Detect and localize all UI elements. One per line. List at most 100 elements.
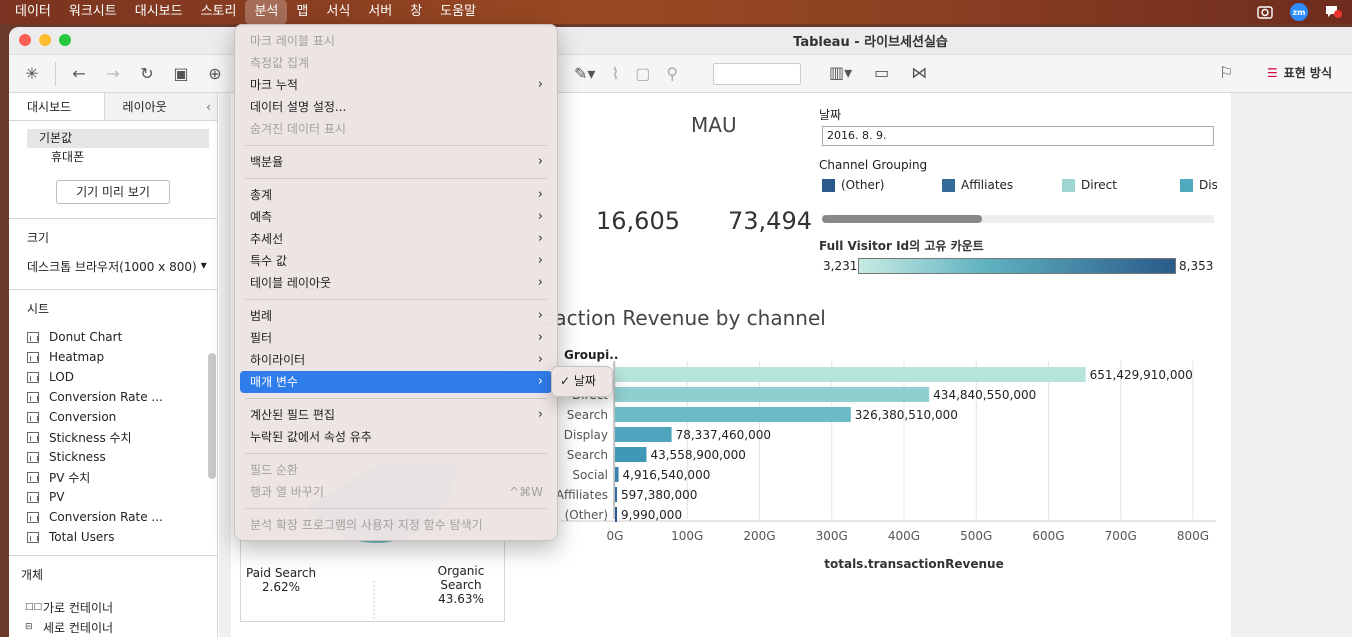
menu-item-15[interactable]: 필터 › [235, 327, 557, 349]
minimize-window-button[interactable] [39, 34, 51, 46]
redo-icon[interactable]: ↻ [140, 64, 154, 83]
object-item[interactable]: □□ 가로 컨테이너 [9, 597, 217, 617]
legend-item[interactable]: (Other) [822, 178, 884, 192]
legend-item[interactable]: Affiliates [942, 178, 1013, 192]
chevron-right-icon: › [537, 407, 543, 422]
sheet-label: Total Users [49, 530, 115, 544]
pin-icon[interactable]: ⚲ [666, 64, 679, 83]
menubar-item-3[interactable]: 스토리 [200, 4, 237, 19]
zoom-icon[interactable]: zm [1290, 3, 1308, 21]
worksheet-icon [27, 371, 39, 383]
menu-item-label: 총계 [250, 188, 273, 202]
menu-item-22: 필드 순환 [235, 459, 557, 481]
date-filter-input[interactable]: 2016. 8. 9. [822, 126, 1214, 146]
close-window-button[interactable] [19, 34, 31, 46]
x-tick-label: 600G [1032, 529, 1064, 543]
share-icon[interactable]: ⋈ [911, 63, 928, 82]
legend-scrollbar[interactable] [822, 215, 1214, 223]
menu-item-2[interactable]: 마크 누적 › [235, 74, 557, 96]
device-default[interactable]: 기본값 [27, 129, 209, 148]
menubar-item-4[interactable]: 분석 [245, 0, 288, 24]
sheet-item[interactable]: PV [9, 487, 217, 507]
menu-item-label: 분석 확장 프로그램의 사용자 지정 함수 탐색기 [250, 518, 483, 532]
labels-icon[interactable]: ▥▾ [829, 63, 853, 82]
menubar-item-7[interactable]: 서버 [368, 4, 393, 19]
tableau-logo-icon[interactable]: ✳ [25, 64, 39, 83]
sheet-scrollbar[interactable] [208, 353, 216, 479]
menubar-item-8[interactable]: 창 [410, 4, 423, 19]
menubar-item-2[interactable]: 대시보드 [134, 4, 183, 19]
submenu-item-date[interactable]: ✓ 날짜 [560, 374, 596, 388]
objects-section-title: 개체 [21, 568, 44, 582]
presentation-icon[interactable]: ▭ [874, 63, 890, 82]
sheet-item[interactable]: LOD [9, 367, 217, 387]
pie-label-organic-search: Organic Search 43.63% [437, 564, 485, 606]
device-preview-button[interactable]: 기기 미리 보기 [56, 180, 170, 204]
text-frame-icon[interactable]: ▢ [635, 64, 651, 83]
menubar-item-1[interactable]: 워크시트 [68, 4, 117, 19]
menu-item-6[interactable]: 백분율 › [235, 151, 557, 173]
menu-item-label: 예측 [250, 210, 273, 224]
sheet-item[interactable]: Heatmap [9, 347, 217, 367]
screenshot-icon[interactable] [1256, 4, 1274, 20]
back-icon[interactable]: ← [72, 64, 86, 83]
mau-title: MAU [691, 113, 737, 137]
sheet-item[interactable]: Total Users [9, 527, 217, 547]
menu-item-label: 하이라이터 [250, 353, 306, 367]
sheet-item[interactable]: PV 수치 [9, 467, 217, 487]
show-me-button[interactable]: ☰ 표현 방식 [1266, 65, 1332, 81]
menu-item-11[interactable]: 특수 값 › [235, 250, 557, 272]
legend-item[interactable]: Dis [1180, 178, 1217, 192]
menubar-item-5[interactable]: 맵 [296, 4, 309, 19]
title-bar: Tableau - 라이브세션실습 [9, 27, 1352, 55]
menu-item-10[interactable]: 추세선 › [235, 228, 557, 250]
gradient-max-label: 8,353 [1179, 259, 1214, 273]
tooltip-icon[interactable]: ⚐ [1219, 63, 1234, 82]
legend-item[interactable]: Direct [1062, 178, 1117, 192]
sheet-label: Conversion Rate ... [49, 510, 163, 524]
sheet-item[interactable]: Stickness [9, 447, 217, 467]
chat-notification-icon[interactable] [1324, 4, 1342, 20]
forward-icon[interactable]: → [106, 64, 120, 83]
fit-dropdown[interactable] [713, 63, 801, 85]
bar [615, 487, 617, 502]
bar [615, 427, 672, 442]
size-section-title: 크기 [27, 231, 50, 245]
sheet-item[interactable]: Conversion Rate ... [9, 507, 217, 527]
attach-icon[interactable]: ⌇ [611, 64, 620, 83]
tab-layout[interactable]: 레이아웃 [104, 93, 201, 120]
bar [615, 407, 851, 422]
sheet-item[interactable]: Conversion Rate ... [9, 387, 217, 407]
maximize-window-button[interactable] [59, 34, 71, 46]
worksheet-icon [27, 511, 39, 523]
tab-dashboard[interactable]: 대시보드 [9, 93, 105, 120]
x-tick-label: 100G [671, 529, 703, 543]
menubar-item-9[interactable]: 도움말 [440, 4, 477, 19]
menubar-item-0[interactable]: 데이터 [15, 4, 51, 19]
menu-item-8[interactable]: 총계 › [235, 184, 557, 206]
device-phone[interactable]: 휴대폰 [51, 150, 85, 164]
menu-item-17[interactable]: 매개 변수 › [240, 371, 552, 393]
sheet-label: PV 수치 [49, 470, 91, 485]
collapse-pane-icon[interactable]: ‹ [200, 93, 217, 120]
sheet-item[interactable]: Conversion [9, 407, 217, 427]
sheet-item[interactable]: Stickness 수치 [9, 427, 217, 447]
menu-item-19[interactable]: 계산된 필드 편집 › [235, 404, 557, 426]
menu-item-14[interactable]: 범례 › [235, 305, 557, 327]
chevron-right-icon: › [537, 352, 543, 367]
menubar-item-6[interactable]: 서식 [326, 4, 351, 19]
x-tick-label: 300G [816, 529, 848, 543]
menu-item-12[interactable]: 테이블 레이아웃 › [235, 272, 557, 294]
menu-item-9[interactable]: 예측 › [235, 206, 557, 228]
size-dropdown[interactable]: 데스크톱 브라우저(1000 x 800) ▾ [27, 258, 207, 274]
menu-item-3[interactable]: 데이터 설명 설정... [235, 96, 557, 118]
save-icon[interactable]: ▣ [173, 64, 189, 83]
menu-item-20[interactable]: 누락된 값에서 속성 유추 [235, 426, 557, 448]
chevron-right-icon: › [537, 330, 543, 345]
object-item[interactable]: ⊟ 세로 컨테이너 [9, 617, 217, 637]
sheet-item[interactable]: Donut Chart [9, 327, 217, 347]
x-tick-label: 500G [960, 529, 992, 543]
new-datasource-icon[interactable]: ⊕ [208, 64, 222, 83]
highlight-pen-icon[interactable]: ✎▾ [574, 64, 596, 83]
menu-item-16[interactable]: 하이라이터 › [235, 349, 557, 371]
